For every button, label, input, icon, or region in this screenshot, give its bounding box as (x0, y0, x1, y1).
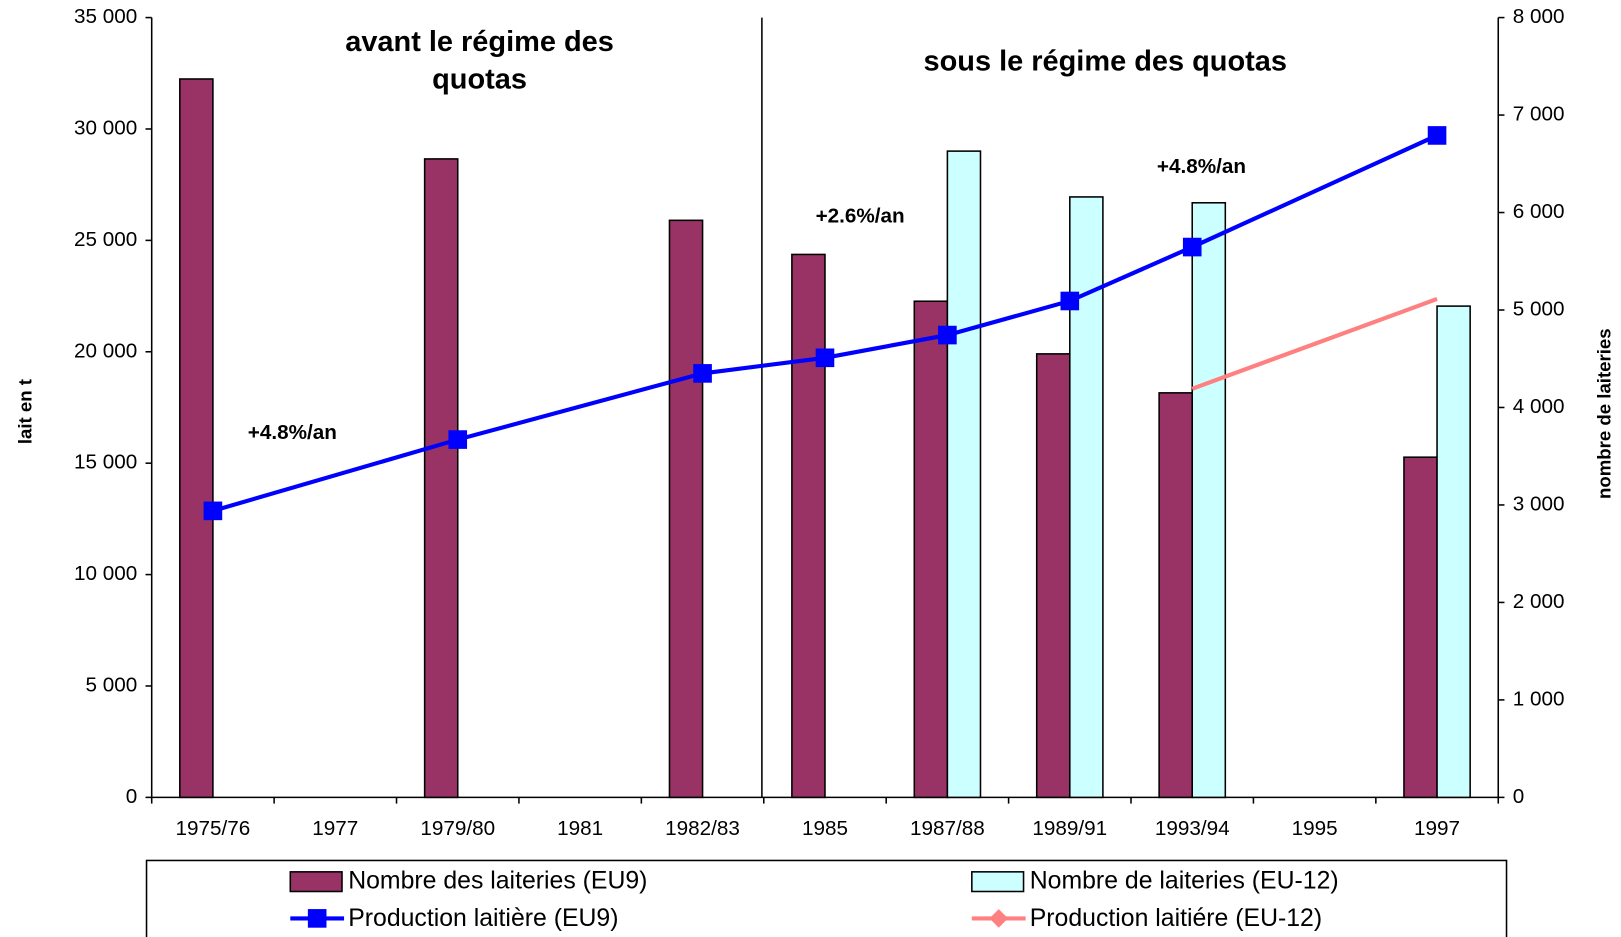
legend-box (145, 859, 1508, 937)
legend-label: Nombre de laiteries (EU-12) (1030, 868, 1339, 895)
y-tick-label: 20 000 (74, 339, 137, 362)
y2-tick-label: 5 000 (1513, 297, 1565, 320)
bar (423, 158, 459, 799)
y-tick-label: 25 000 (74, 228, 137, 251)
y-tick-label: 30 000 (74, 116, 137, 139)
line (1191, 297, 1438, 391)
bar (1035, 353, 1071, 799)
x-tick-label: 1997 (1414, 817, 1460, 840)
y-tick-label: 35 000 (74, 5, 137, 28)
marker (815, 348, 835, 368)
bar (791, 253, 826, 799)
bar (913, 300, 949, 799)
legend-label: Nombre des laiteries (EU9) (348, 868, 647, 895)
legend-label: Production laitiére (EU-12) (1030, 905, 1322, 932)
bar (1158, 392, 1193, 799)
annotation: sous le régime des quotas (924, 46, 1287, 78)
annotation: avant le régime des (345, 26, 614, 58)
legend-swatch (971, 871, 1025, 893)
annotation: +4.8%/an (1157, 155, 1246, 178)
y-tick-label: 5 000 (85, 673, 137, 696)
annotation: +4.8%/an (248, 421, 337, 444)
y2-tick-label: 8 000 (1513, 5, 1565, 28)
x-tick-label: 1979/80 (420, 817, 495, 840)
y2-tick-label: 3 000 (1513, 492, 1565, 515)
x-tick-label: 1982/83 (665, 817, 740, 840)
bar (1436, 305, 1471, 799)
x-tick-label: 1987/88 (910, 817, 985, 840)
bar (1191, 202, 1227, 799)
marker (448, 430, 468, 449)
x-tick-label: 1977 (312, 817, 358, 840)
y-axis-title: lait en t (14, 379, 35, 444)
x-tick-label: 1995 (1292, 817, 1338, 840)
x-tick-label: 1975/76 (176, 817, 251, 840)
y2-tick-label: 0 (1513, 785, 1525, 808)
x-tick-label: 1981 (557, 817, 603, 840)
x-tick-label: 1989/91 (1032, 817, 1107, 840)
bar (946, 150, 982, 799)
y2-tick-label: 2 000 (1513, 590, 1565, 613)
marker (693, 364, 712, 383)
y-tick-label: 10 000 (74, 562, 137, 585)
y-tick-label: 15 000 (74, 451, 137, 474)
y2-tick-label: 6 000 (1513, 200, 1565, 223)
y-tick-label: 0 (126, 785, 138, 808)
bar (1403, 456, 1438, 799)
bar (668, 219, 704, 799)
marker (1427, 126, 1447, 145)
line (212, 133, 1438, 513)
legend-marker (989, 909, 1009, 928)
marker (203, 501, 223, 521)
annotation: +2.6%/an (816, 205, 905, 228)
legend-swatch (289, 871, 343, 893)
annotation: quotas (432, 63, 527, 95)
y2-tick-label: 4 000 (1513, 395, 1565, 418)
marker (1182, 237, 1202, 257)
y2-tick-label: 7 000 (1513, 103, 1565, 126)
legend-marker (307, 909, 327, 928)
bar (179, 78, 214, 799)
x-tick-label: 1993/94 (1155, 817, 1230, 840)
marker (1060, 291, 1080, 311)
marker (938, 325, 957, 345)
y2-tick-label: 1 000 (1513, 687, 1565, 710)
legend-label: Production laitière (EU9) (348, 905, 618, 932)
y2-axis-title: nombre de laiteries (1594, 328, 1615, 499)
x-tick-label: 1985 (802, 817, 848, 840)
